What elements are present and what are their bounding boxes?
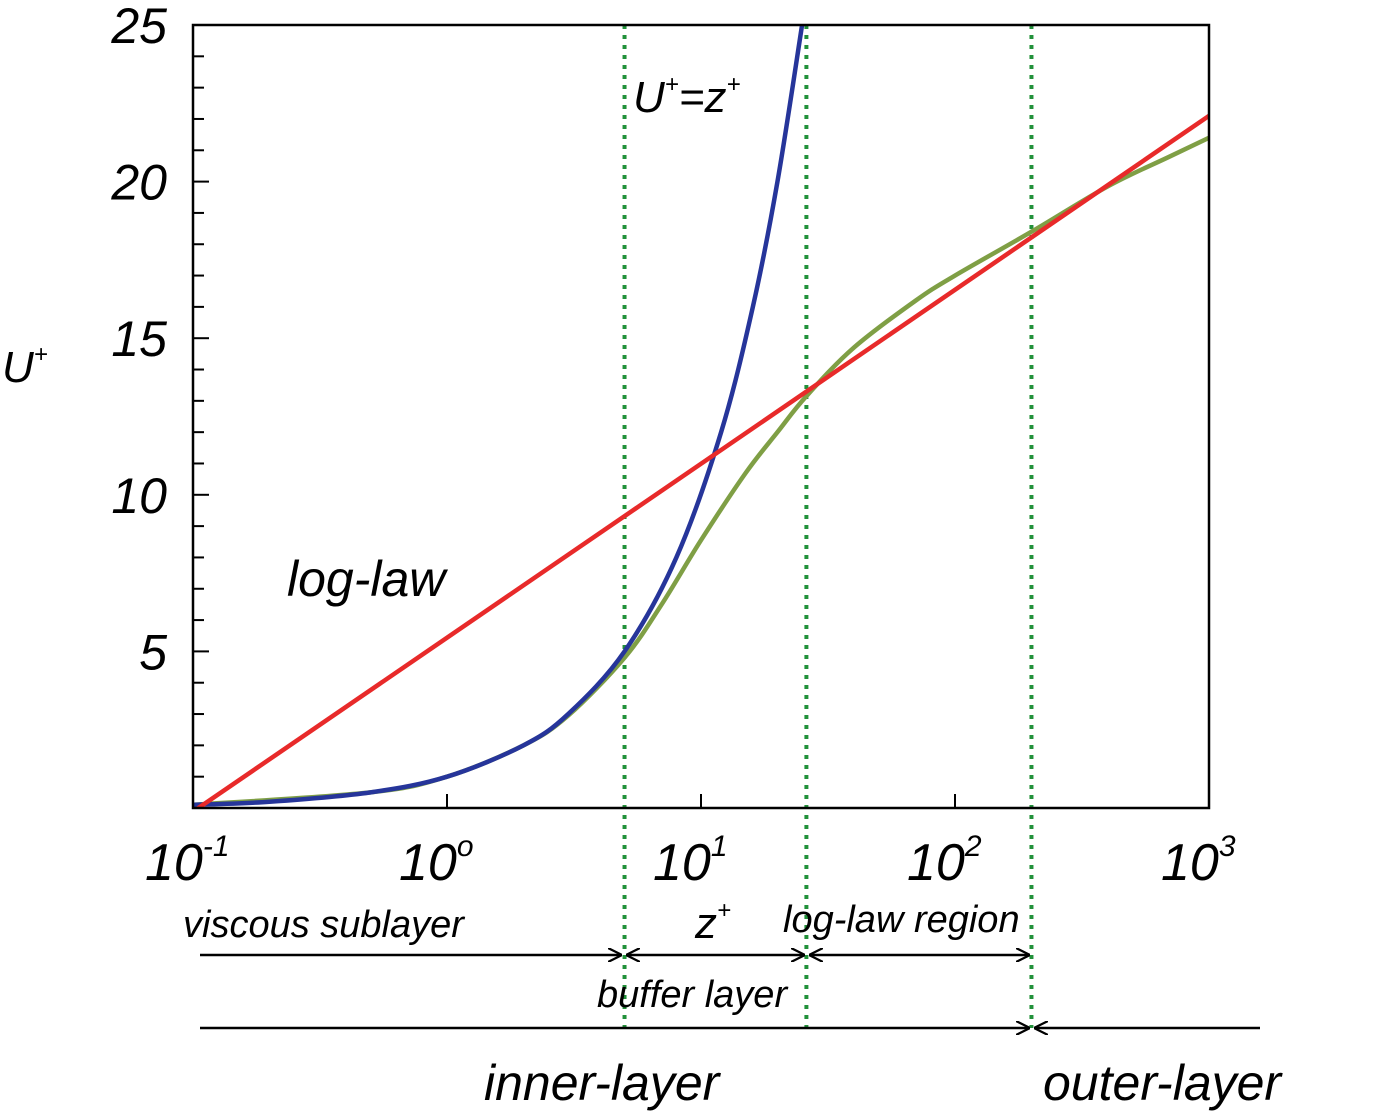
y-axis-ticks: [193, 24, 209, 778]
x-tick-label: 101: [653, 830, 728, 892]
inner-layer-label: inner-layer: [484, 1055, 722, 1111]
y-axis-title: U+: [2, 341, 48, 392]
y-tick-label: 5: [139, 624, 167, 680]
x-tick-labels: 10-1 10o 101 102 103: [145, 830, 1236, 892]
x-tick-label: 102: [907, 830, 982, 892]
log-law-region-label: log-law region: [783, 899, 1020, 941]
series-line-linear: [193, 25, 805, 808]
x-tick-label: 103: [1161, 830, 1236, 892]
x-tick-label: 10o: [399, 830, 474, 892]
log-law-label: log-law: [287, 551, 448, 607]
x-axis-title: z+: [694, 897, 731, 948]
plot-series: [193, 25, 1209, 808]
y-tick-label: 15: [111, 311, 167, 367]
y-tick-labels: 5 10 15 20 25: [110, 0, 167, 680]
y-tick-label: 10: [111, 468, 167, 524]
linear-law-label: U+=z+: [633, 71, 741, 122]
region-boundaries: [622, 25, 1034, 1028]
plot-frame: [191, 23, 1211, 810]
buffer-layer-label: buffer layer: [597, 974, 788, 1016]
series-line-loglaw: [196, 113, 1209, 808]
x-tick-label: 10-1: [145, 830, 230, 892]
outer-layer-label: outer-layer: [1043, 1055, 1283, 1111]
viscous-sublayer-label: viscous sublayer: [183, 904, 465, 946]
y-tick-label: 20: [110, 155, 167, 211]
y-tick-label: 25: [110, 0, 167, 54]
